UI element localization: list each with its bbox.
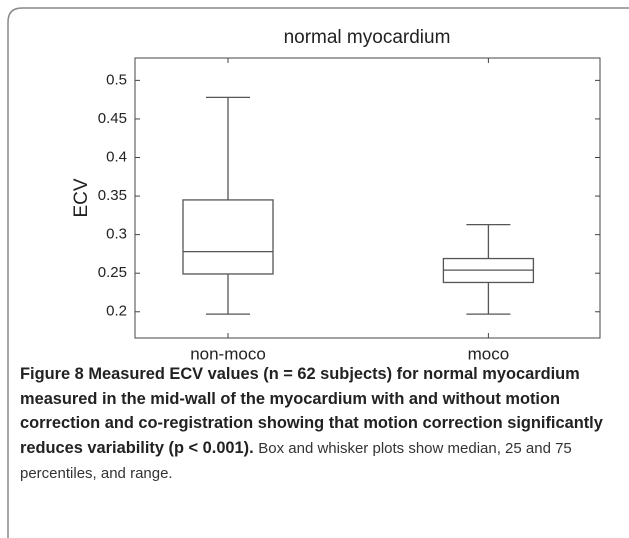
caption: Figure 8 Measured ECV values (n = 62 sub…: [20, 362, 616, 487]
y-axis-label: ECV: [71, 178, 92, 217]
x-tick-label: non-moco: [190, 344, 266, 363]
y-tick-label: 0.35: [98, 187, 127, 204]
x-tick-label: moco: [468, 344, 510, 363]
y-tick-label: 0.3: [106, 226, 127, 243]
chart-title: normal myocardium: [284, 27, 451, 48]
y-tick-label: 0.5: [106, 71, 127, 88]
y-tick-label: 0.2: [106, 303, 127, 320]
caption-bold: Measured ECV values (n = 62 subjects) fo…: [20, 365, 603, 457]
y-tick-label: 0.45: [98, 110, 127, 127]
caption-text: Box and whisker plots show median, 25 an…: [20, 439, 572, 483]
plot-frame: [134, 57, 601, 339]
caption-label: Figure 8: [20, 365, 84, 383]
y-tick-label: 0.25: [98, 264, 127, 281]
y-tick-label: 0.4: [106, 148, 127, 165]
frame: [7, 7, 629, 538]
box: [182, 199, 274, 275]
